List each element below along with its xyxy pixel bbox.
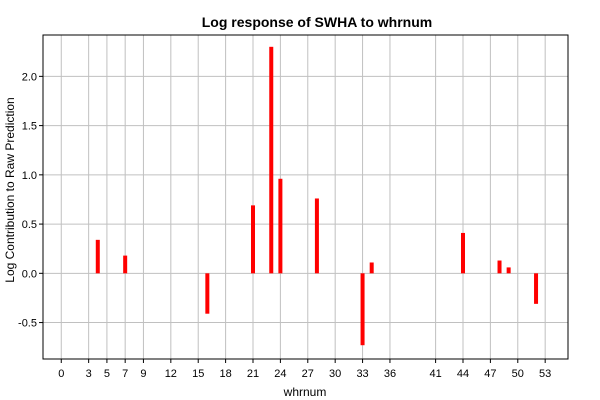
bar [314,198,319,274]
x-axis-label: whrnum [283,385,327,399]
x-tick-label: 15 [192,368,204,380]
y-axis-label: Log Contribution to Raw Prediction [3,97,17,282]
bar [369,262,374,274]
chart-title: Log response of SWHA to whrnum [202,14,432,30]
x-tick-label: 50 [512,368,524,380]
y-tick-label: -0.5 [18,318,37,330]
x-tick-label: 36 [384,368,396,380]
x-tick-label: 53 [539,368,551,380]
x-tick-label: 18 [219,368,231,380]
x-tick-label: 27 [302,368,314,380]
bar [534,273,539,304]
bar [278,178,283,274]
bars [95,46,539,346]
x-tick-label: 0 [58,368,64,380]
grid [43,35,568,359]
x-tick-label: 7 [122,368,128,380]
y-tick-label: 1.5 [22,121,37,133]
x-tick-label: 33 [356,368,368,380]
x-tick-label: 47 [484,368,496,380]
y-tick-label: 1.0 [22,170,37,182]
plot-frame [42,34,569,360]
x-tick-label: 44 [457,368,469,380]
x-tick-label: 3 [86,368,92,380]
y-axis-ticks: -0.5 0.0 0.5 1.0 1.5 2.0 [18,71,43,330]
y-tick-label: 0.5 [22,219,37,231]
x-tick-label: 9 [140,368,146,380]
bar [205,273,210,314]
x-axis-ticks: 0 3 5 7 9 12 15 18 21 24 27 30 33 36 41 44 47 50 53 [58,359,551,380]
bar [497,260,502,274]
bar [95,239,100,274]
x-tick-label: 24 [274,368,286,380]
y-tick-label: 2.0 [22,71,37,83]
bar [269,46,274,274]
x-tick-label: 30 [329,368,341,380]
x-tick-label: 5 [104,368,110,380]
bar [506,267,511,274]
bar [251,205,255,274]
x-tick-label: 21 [247,368,259,380]
x-tick-label: 12 [165,368,177,380]
y-tick-label: 0.0 [22,268,37,280]
bar [461,232,465,274]
bar [123,255,128,274]
bar [360,273,365,346]
x-tick-label: 41 [429,368,441,380]
